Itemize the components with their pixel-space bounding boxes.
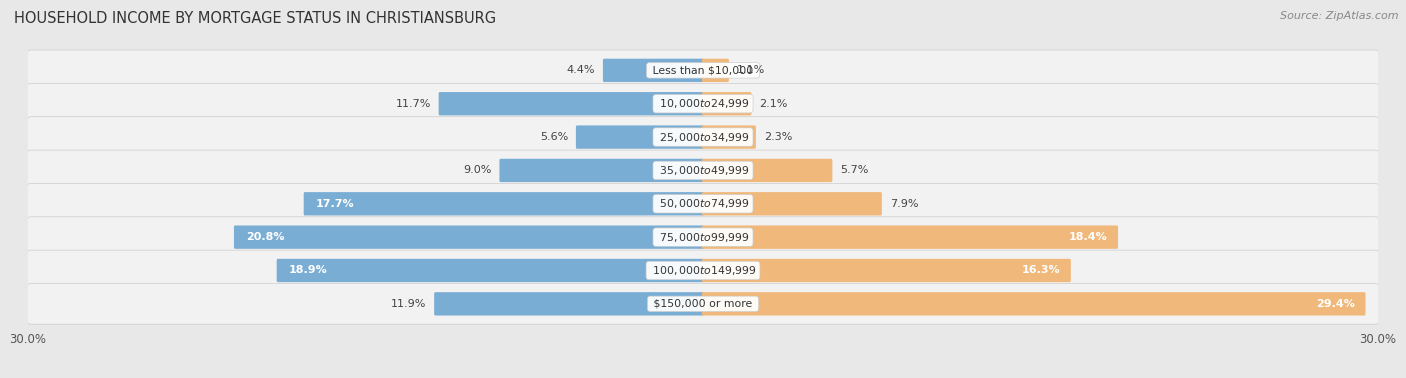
FancyBboxPatch shape (27, 84, 1379, 124)
Text: Less than $10,000: Less than $10,000 (650, 65, 756, 75)
FancyBboxPatch shape (27, 183, 1379, 224)
Text: $150,000 or more: $150,000 or more (650, 299, 756, 309)
Text: $100,000 to $149,999: $100,000 to $149,999 (648, 264, 758, 277)
Text: $25,000 to $34,999: $25,000 to $34,999 (655, 130, 751, 144)
Text: $10,000 to $24,999: $10,000 to $24,999 (655, 97, 751, 110)
FancyBboxPatch shape (702, 159, 832, 182)
FancyBboxPatch shape (702, 92, 751, 115)
FancyBboxPatch shape (603, 59, 704, 82)
Text: Source: ZipAtlas.com: Source: ZipAtlas.com (1281, 11, 1399, 21)
Text: 16.3%: 16.3% (1022, 265, 1060, 276)
Text: $50,000 to $74,999: $50,000 to $74,999 (655, 197, 751, 210)
Text: 18.9%: 18.9% (290, 265, 328, 276)
Text: 7.9%: 7.9% (890, 199, 918, 209)
Text: 9.0%: 9.0% (463, 166, 492, 175)
Text: 11.7%: 11.7% (395, 99, 430, 109)
FancyBboxPatch shape (27, 284, 1379, 324)
Text: 5.6%: 5.6% (540, 132, 568, 142)
Text: HOUSEHOLD INCOME BY MORTGAGE STATUS IN CHRISTIANSBURG: HOUSEHOLD INCOME BY MORTGAGE STATUS IN C… (14, 11, 496, 26)
FancyBboxPatch shape (233, 225, 704, 249)
FancyBboxPatch shape (277, 259, 704, 282)
FancyBboxPatch shape (702, 125, 756, 149)
FancyBboxPatch shape (27, 117, 1379, 157)
FancyBboxPatch shape (27, 50, 1379, 91)
Text: 17.7%: 17.7% (316, 199, 354, 209)
Text: $75,000 to $99,999: $75,000 to $99,999 (655, 231, 751, 244)
FancyBboxPatch shape (439, 92, 704, 115)
Text: 29.4%: 29.4% (1316, 299, 1355, 309)
FancyBboxPatch shape (702, 292, 1365, 316)
FancyBboxPatch shape (27, 250, 1379, 291)
FancyBboxPatch shape (702, 225, 1118, 249)
Text: 4.4%: 4.4% (567, 65, 595, 75)
Text: 18.4%: 18.4% (1069, 232, 1108, 242)
FancyBboxPatch shape (499, 159, 704, 182)
Text: 11.9%: 11.9% (391, 299, 426, 309)
Text: 2.1%: 2.1% (759, 99, 787, 109)
Text: 1.1%: 1.1% (737, 65, 765, 75)
FancyBboxPatch shape (27, 150, 1379, 191)
FancyBboxPatch shape (702, 192, 882, 215)
FancyBboxPatch shape (304, 192, 704, 215)
FancyBboxPatch shape (702, 259, 1071, 282)
Text: 5.7%: 5.7% (841, 166, 869, 175)
FancyBboxPatch shape (576, 125, 704, 149)
Text: 2.3%: 2.3% (763, 132, 792, 142)
FancyBboxPatch shape (702, 59, 728, 82)
FancyBboxPatch shape (434, 292, 704, 316)
Text: 20.8%: 20.8% (246, 232, 285, 242)
Text: $35,000 to $49,999: $35,000 to $49,999 (655, 164, 751, 177)
FancyBboxPatch shape (27, 217, 1379, 257)
